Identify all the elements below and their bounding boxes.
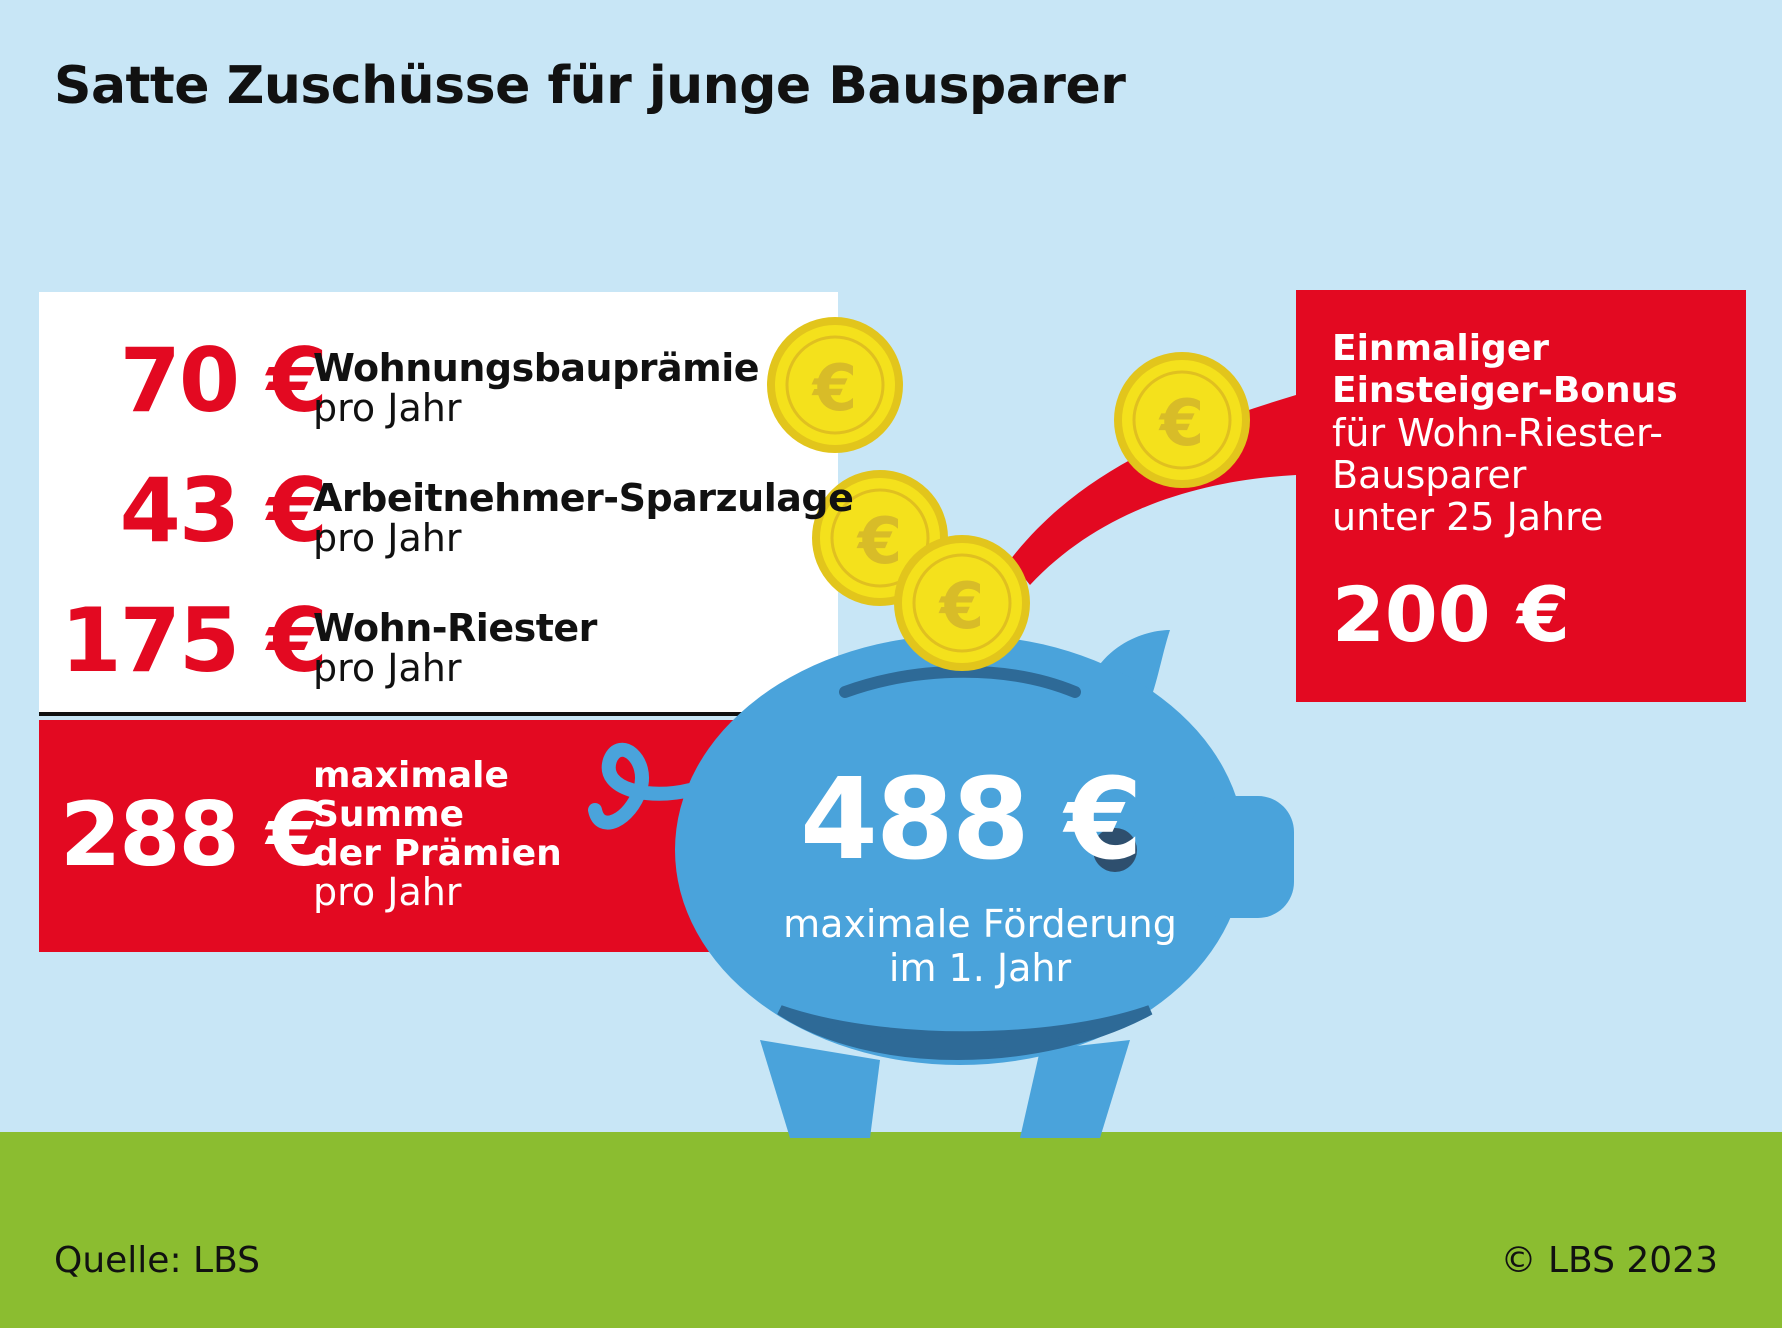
sum-amount: 288 € <box>60 783 328 886</box>
euro-coin-icon: € <box>767 317 903 453</box>
svg-text:€: € <box>1158 387 1205 461</box>
bonus-text: für Wohn-Riester- Bausparer unter 25 Jah… <box>1332 412 1663 538</box>
coin-slot <box>839 665 1081 698</box>
euro-coin-icon: € <box>894 535 1030 671</box>
sum-label: maximale Summe der Prämien <box>313 756 562 873</box>
total-amount: 488 € <box>800 755 1143 885</box>
list-item: 175 € Wohn-Riester pro Jahr <box>39 586 838 696</box>
pig-leg-back <box>760 1040 880 1138</box>
pig-leg-front <box>1020 1040 1130 1138</box>
item-sub: pro Jahr <box>313 516 462 560</box>
sum-label-line1: maximale <box>313 755 509 796</box>
total-text-line2: im 1. Jahr <box>888 946 1072 990</box>
total-text-line1: maximale Förderung <box>783 902 1177 946</box>
item-sub: pro Jahr <box>313 386 462 430</box>
sum-label-line2: Summe <box>313 794 464 835</box>
sum-sub: pro Jahr <box>313 870 462 914</box>
pig-eye <box>1093 828 1137 872</box>
bonus-text-line2: Bausparer <box>1332 453 1527 497</box>
item-label: Arbeitnehmer-Sparzulage <box>313 476 854 520</box>
pig-snout <box>1190 796 1294 918</box>
total-text: maximale Förderung im 1. Jahr <box>740 902 1220 990</box>
bonus-list-panel <box>39 292 838 712</box>
bonus-title-line2: Einsteiger-Bonus <box>1332 370 1678 411</box>
sum-label-line3: der Prämien <box>313 833 562 874</box>
page-title: Satte Zuschüsse für junge Bausparer <box>54 56 1126 116</box>
pig-body <box>675 635 1245 1065</box>
bonus-text-line1: für Wohn-Riester- <box>1332 411 1663 455</box>
source-note: Quelle: LBS <box>54 1240 260 1281</box>
bonus-title-line1: Einmaliger <box>1332 328 1549 369</box>
bonus-amount: 200 € <box>1332 570 1570 659</box>
pig-tail <box>588 742 697 830</box>
item-label: Wohn-Riester <box>313 606 597 650</box>
bonus-text-line3: unter 25 Jahre <box>1332 495 1604 539</box>
list-item: 43 € Arbeitnehmer-Sparzulage pro Jahr <box>39 456 854 566</box>
copyright-note: © LBS 2023 <box>1500 1240 1718 1281</box>
amount: 70 € <box>119 329 328 432</box>
amount: 175 € <box>60 589 328 692</box>
svg-text:€: € <box>856 505 903 579</box>
svg-text:€: € <box>938 570 985 644</box>
bonus-box <box>1296 290 1746 702</box>
amount: 43 € <box>119 459 328 562</box>
list-item: 70 € Wohnungsbauprämie pro Jahr <box>39 326 838 436</box>
item-sub: pro Jahr <box>313 646 462 690</box>
bonus-title: Einmaliger Einsteiger-Bonus <box>1332 328 1678 412</box>
grass-ground <box>0 1132 1782 1328</box>
euro-coin-icon: € <box>1114 352 1250 488</box>
item-label: Wohnungsbauprämie <box>313 346 760 390</box>
sum-divider <box>39 712 838 716</box>
pig-smile <box>777 1005 1153 1060</box>
svg-text:€: € <box>811 352 858 426</box>
